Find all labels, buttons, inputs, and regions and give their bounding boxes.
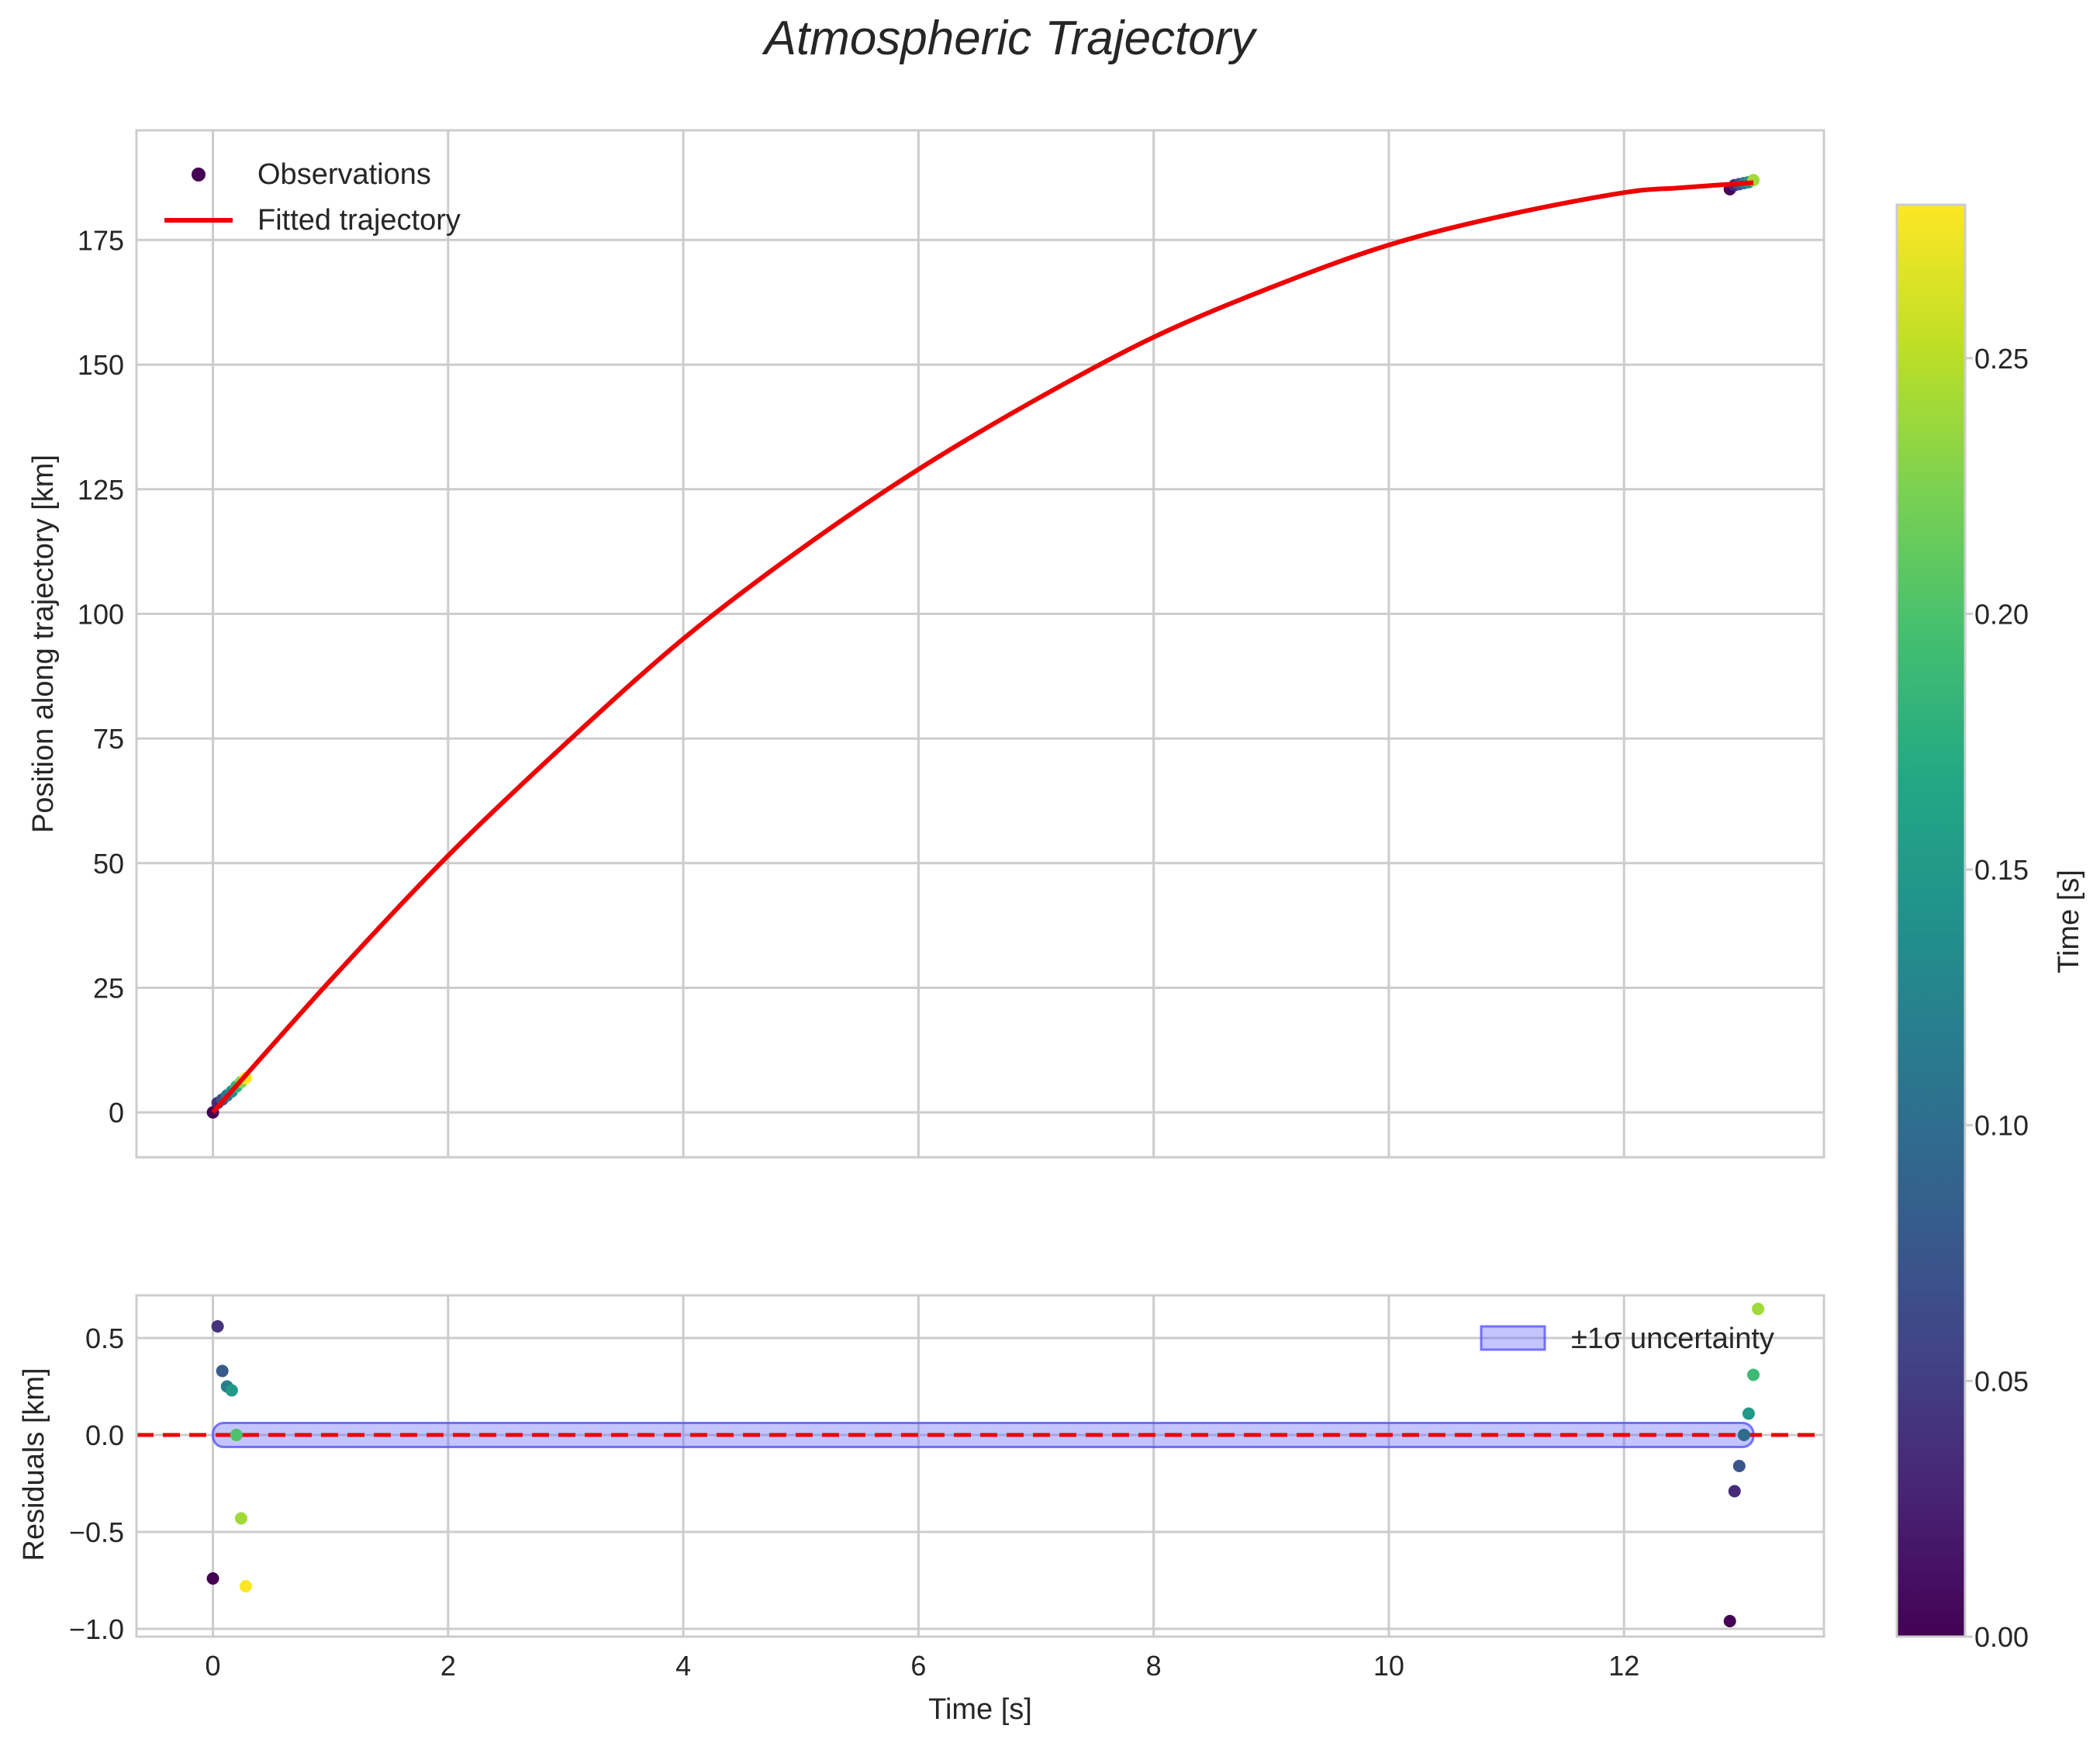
residual-point xyxy=(1723,1615,1736,1627)
top-y-axis-label: Position along trajectory [km] xyxy=(27,455,60,833)
legend-observations-marker xyxy=(192,168,206,182)
residual-point xyxy=(206,1572,219,1585)
bottom-y-axis-label: Residuals [km] xyxy=(18,1367,50,1561)
residual-point xyxy=(1732,1460,1746,1472)
colorbar: 0.00 0.05 0.10 0.15 0.20 0.25 Time [s] xyxy=(1895,203,2085,1653)
residual-points xyxy=(206,1302,1765,1627)
top-y-tick-label: 0 xyxy=(109,1097,124,1129)
legend-fitted-label: Fitted trajectory xyxy=(257,204,461,237)
x-tick-label: 10 xyxy=(1373,1650,1404,1682)
residual-point xyxy=(1747,1368,1760,1381)
residual-point xyxy=(225,1384,238,1397)
residual-point xyxy=(1728,1485,1741,1498)
residual-point xyxy=(1737,1429,1750,1441)
residual-point xyxy=(216,1364,229,1378)
fitted-trajectory-line xyxy=(211,180,1754,1115)
x-tick-label: 8 xyxy=(1146,1650,1162,1682)
residual-point xyxy=(240,1580,253,1592)
x-tick-label: 12 xyxy=(1608,1650,1639,1682)
x-tick-label: 0 xyxy=(206,1650,221,1682)
x-axis-label: Time [s] xyxy=(928,1693,1032,1726)
bottom-legend: ±1σ uncertainty xyxy=(1480,1322,1774,1355)
x-tick-labels: 0 2 4 6 8 10 12 xyxy=(206,1650,1640,1682)
residual-point xyxy=(1742,1407,1755,1420)
top-y-tick-label: 75 xyxy=(93,723,124,755)
top-y-tick-label: 150 xyxy=(78,349,124,381)
top-plot-area xyxy=(136,130,1824,1157)
residual-point xyxy=(211,1320,224,1333)
top-y-tick-label: 100 xyxy=(78,598,124,630)
residual-point xyxy=(1752,1302,1765,1316)
colorbar-tick-label: 0.25 xyxy=(1974,343,2029,375)
colorbar-label: Time [s] xyxy=(2053,870,2085,973)
colorbar-tick-label: 0.10 xyxy=(1974,1110,2029,1142)
top-grid xyxy=(136,130,1824,1157)
bottom-y-tick-labels: 0.5 0.0 −0.5 −1.0 xyxy=(69,1322,124,1645)
bottom-y-tick-label: −1.0 xyxy=(69,1613,124,1645)
bottom-y-tick-label: −0.5 xyxy=(69,1516,124,1548)
bottom-y-tick-label: 0.5 xyxy=(85,1322,124,1354)
x-tick-label: 6 xyxy=(910,1650,926,1682)
legend-uncertainty-swatch xyxy=(1480,1325,1546,1351)
top-y-tick-label: 175 xyxy=(78,224,124,256)
top-y-tick-label: 50 xyxy=(93,848,124,880)
bottom-plot-area xyxy=(136,1295,1824,1637)
top-legend: Observations Fitted trajectory xyxy=(164,158,461,237)
top-panel: 0 25 50 75 100 125 150 175 Position along traje… xyxy=(27,129,1825,1159)
legend-uncertainty-label: ±1σ uncertainty xyxy=(1571,1322,1774,1355)
legend-observations-label: Observations xyxy=(257,158,431,191)
top-y-tick-label: 125 xyxy=(78,474,124,506)
x-tick-label: 4 xyxy=(675,1650,691,1682)
colorbar-gradient xyxy=(1897,205,1965,1637)
x-tick-label: 2 xyxy=(440,1650,456,1682)
colorbar-tick-label: 0.15 xyxy=(1974,854,2029,886)
bottom-panel: 0.5 0.0 −0.5 −1.0 Residuals [km] ±1σ uncert… xyxy=(18,1294,1825,1726)
colorbar-tick-label: 0.20 xyxy=(1974,598,2029,630)
bottom-panel-frame xyxy=(135,1294,1825,1638)
colorbar-tick-label: 0.05 xyxy=(1974,1365,2029,1397)
top-y-tick-label: 25 xyxy=(93,972,124,1004)
residual-point xyxy=(230,1429,243,1441)
bottom-y-tick-label: 0.0 xyxy=(85,1419,124,1451)
colorbar-tick-labels: 0.00 0.05 0.10 0.15 0.20 0.25 xyxy=(1965,343,2029,1653)
chart-title: Atmospheric Trajectory xyxy=(762,12,1259,65)
residual-point xyxy=(234,1512,247,1525)
colorbar-frame xyxy=(1895,203,1967,1638)
colorbar-tick-label: 0.00 xyxy=(1974,1621,2029,1653)
top-panel-frame xyxy=(135,129,1825,1159)
top-y-tick-labels: 0 25 50 75 100 125 150 175 xyxy=(78,224,124,1129)
